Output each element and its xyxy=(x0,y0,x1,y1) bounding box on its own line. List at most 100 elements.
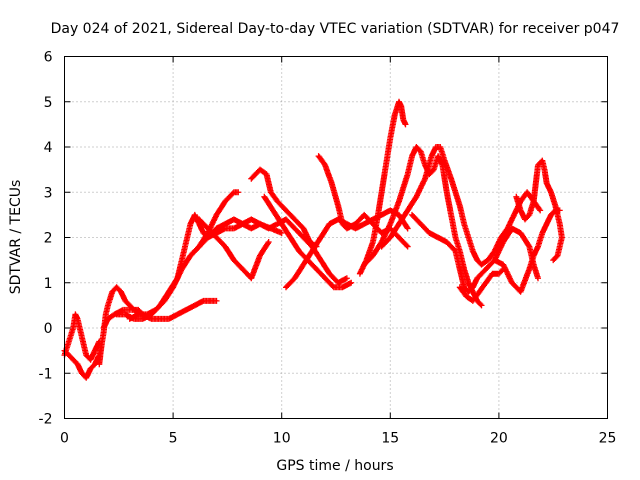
data-point-group xyxy=(552,202,563,226)
data-point-group xyxy=(548,189,558,208)
data-point-group xyxy=(443,189,454,217)
data-point-group xyxy=(541,166,550,185)
data-point-group xyxy=(291,216,306,231)
x-tick-label: 20 xyxy=(490,431,508,447)
data-point-group xyxy=(387,222,402,241)
data-point-group xyxy=(178,240,189,264)
data-point-group xyxy=(378,235,393,250)
data-point-group xyxy=(452,248,463,271)
x-tick-label: 10 xyxy=(273,431,291,447)
data-point-group xyxy=(478,258,490,268)
data-point xyxy=(343,275,350,282)
y-tick-label: 3 xyxy=(44,185,53,201)
data-point-group xyxy=(317,257,332,276)
data-point-group xyxy=(196,235,210,250)
data-point-group xyxy=(263,171,274,194)
data-series-arc-10 xyxy=(261,193,355,291)
data-point-group xyxy=(517,230,532,249)
data-point-group xyxy=(469,290,482,304)
data-point-group xyxy=(556,220,565,239)
data-point-group xyxy=(551,252,561,262)
data-point-group xyxy=(274,198,288,213)
data-series-arc-19 xyxy=(456,266,507,304)
data-point-group xyxy=(474,267,488,282)
data-point-group xyxy=(396,234,410,249)
tick-layer: 0 5 10 15 20 25 -2 -1 0 1 2 3 4 5 6 xyxy=(39,50,617,447)
data-point-group xyxy=(482,272,495,286)
data-point-group xyxy=(230,221,245,232)
data-series-arc-18 xyxy=(513,157,565,264)
data-point-group xyxy=(508,225,523,236)
data-point-group xyxy=(456,248,467,271)
data-point-group xyxy=(378,163,389,196)
x-tick-label: 0 xyxy=(60,431,69,447)
data-point-group xyxy=(122,297,132,308)
data-point-group xyxy=(283,207,297,222)
data-point-group xyxy=(230,257,245,271)
data-series-arc-17 xyxy=(491,207,563,295)
data-point-group xyxy=(422,154,435,182)
data-point-group xyxy=(309,235,323,255)
data-point-group xyxy=(104,312,117,322)
data-point-group xyxy=(465,285,475,295)
data-point-group xyxy=(361,253,375,268)
data-point-group xyxy=(165,312,180,322)
data-point-group xyxy=(161,285,176,304)
data-point-group xyxy=(70,356,80,367)
data-point-group xyxy=(265,221,280,232)
x-axis-label: GPS time / hours xyxy=(276,458,393,474)
x-tick-label: 5 xyxy=(169,431,178,447)
data-series-arc-11 xyxy=(283,207,411,291)
data-point-group xyxy=(170,267,185,291)
data-point-group xyxy=(91,339,102,354)
data-point-group xyxy=(187,244,202,259)
data-point-group xyxy=(448,211,459,239)
data-point-group xyxy=(267,189,280,203)
data-point-group xyxy=(441,157,454,181)
data-point-group xyxy=(476,281,488,295)
data-point-group xyxy=(413,144,423,154)
data-point-group xyxy=(404,154,415,178)
data-point-group xyxy=(456,202,467,226)
y-tick-label: -1 xyxy=(39,366,53,382)
x-tick-label: 15 xyxy=(381,431,399,447)
data-point-group xyxy=(328,180,341,208)
data-point-group xyxy=(270,207,284,226)
data-point-group xyxy=(383,136,394,169)
data-point-group xyxy=(178,253,193,273)
data-point xyxy=(402,121,409,128)
data-series-arc-8 xyxy=(196,216,272,282)
data-point-group xyxy=(65,326,76,345)
data-point-group xyxy=(530,181,539,205)
y-tick-label: 4 xyxy=(44,140,53,156)
data-point-group xyxy=(500,226,515,245)
data-point-group xyxy=(374,190,385,223)
data-point xyxy=(404,243,411,250)
data-point-group xyxy=(396,172,411,205)
data-point-group xyxy=(126,312,141,322)
data-point-group xyxy=(491,235,504,255)
data-point-group xyxy=(504,213,517,232)
data-point-group xyxy=(378,222,393,245)
data-point-group xyxy=(196,216,210,231)
data-point xyxy=(537,207,544,214)
data-point-group xyxy=(443,239,458,253)
data-point-group xyxy=(291,262,306,282)
data-point-group xyxy=(213,221,227,232)
data-point-group xyxy=(204,225,219,240)
data-point-group xyxy=(213,199,228,218)
data-point-group xyxy=(322,275,336,290)
data-point-group xyxy=(485,249,497,264)
data-point-group xyxy=(313,266,328,281)
data-series-arc-9 xyxy=(248,166,320,250)
data-point-group xyxy=(261,193,276,213)
data-point-group xyxy=(78,334,89,357)
data-point-group xyxy=(222,243,237,262)
data-point xyxy=(550,257,557,264)
data-series-arc-16 xyxy=(409,211,541,295)
data-point-group xyxy=(409,211,423,226)
data-point-group xyxy=(283,216,297,231)
data-point xyxy=(278,229,285,236)
chart-title: Day 024 of 2021, Sidereal Day-to-day VTE… xyxy=(51,21,620,37)
